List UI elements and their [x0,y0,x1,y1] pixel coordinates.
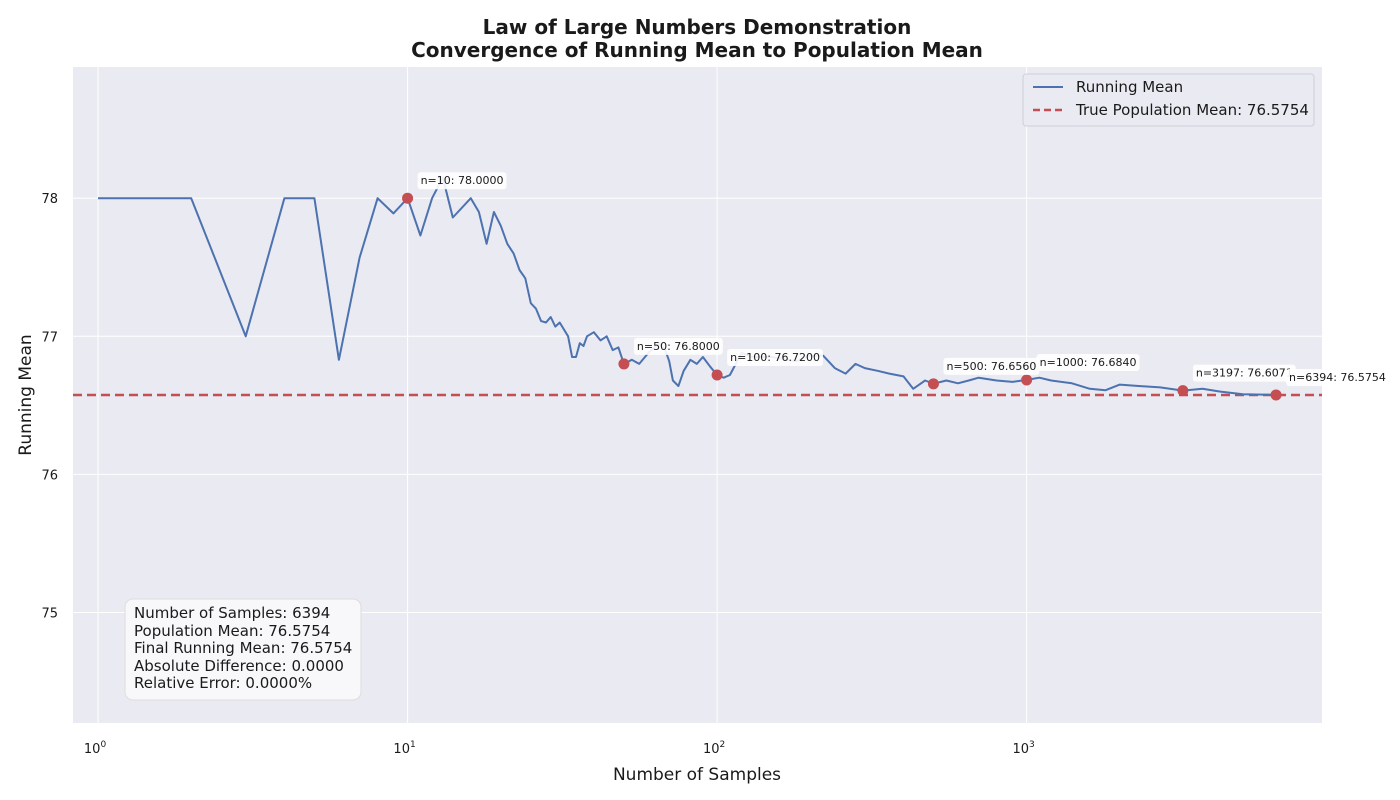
x-tick-label: 103 [1012,740,1034,757]
annotation-label-group: n=3197: 76.6071 [1192,364,1296,382]
annotation-label-bg [1036,353,1140,371]
stats-line: Absolute Difference: 0.0000 [134,657,344,675]
y-tick-label: 77 [41,330,58,345]
stats-line: Final Running Mean: 76.5754 [134,639,352,657]
y-axis-label: Running Mean [16,334,36,455]
annotation-label: n=6394: 76.5754 [1289,371,1386,384]
annotation-marker [1021,374,1033,386]
annotation-marker [618,358,630,370]
x-axis-ticks: 100 101 102 103 [84,740,1035,757]
annotation-label-bg [417,172,507,190]
y-tick-label: 75 [41,607,58,622]
x-tick-label: 102 [703,740,725,757]
annotation-label: n=10: 78.0000 [421,174,504,187]
stats-box-background [124,598,362,701]
stats-box: Number of Samples: 6394 Population Mean:… [124,598,362,701]
annotation-marker [711,369,723,381]
annotation-marker [1270,389,1282,401]
annotation-marker [927,378,939,390]
annotation-label-group: n=1000: 76.6840 [1036,353,1140,371]
annotation-label-group: n=50: 76.8000 [633,337,723,355]
annotation-label-group: n=100: 76.7200 [727,348,823,366]
annotation-group: n=10: 78.0000 n=50: 76.8000 n=100: 76.7200… [417,172,1389,386]
stats-line: Number of Samples: 6394 [134,604,330,622]
x-axis-label: Number of Samples [613,765,781,785]
chart-title-line-1: Law of Large Numbers Demonstration [483,15,912,39]
annotation-label: n=1000: 76.6840 [1040,356,1137,369]
annotation-label-bg [943,357,1040,375]
series-group [98,176,1277,396]
stats-line: Relative Error: 0.0000% [134,674,312,692]
annotation-label: n=500: 76.6560 [946,360,1036,373]
legend: Running Mean True Population Mean: 76.57… [1022,73,1315,127]
annotation-label-bg [727,348,823,366]
legend-box [1022,73,1315,127]
annotation-marker [1177,385,1189,397]
annotation-label-group: n=6394: 76.5754 [1286,368,1389,386]
annotation-label-group: n=10: 78.0000 [417,172,507,190]
annotation-label: n=3197: 76.6071 [1196,367,1293,380]
x-tick-label: 101 [393,740,415,757]
y-tick-label: 76 [41,468,58,483]
annotation-label-bg [1192,364,1296,382]
marker-group [402,192,1282,401]
annotation-label-group: n=500: 76.6560 [943,357,1040,375]
x-tick-label: 100 [84,740,107,757]
stats-line: Population Mean: 76.5754 [134,622,330,640]
annotation-label: n=100: 76.7200 [730,351,820,364]
running-mean-line [98,176,1277,396]
legend-label-population-mean: True Population Mean: 76.5754 [1075,101,1309,119]
legend-label-running-mean: Running Mean [1076,78,1183,96]
annotation-marker [402,192,414,204]
annotation-label: n=50: 76.8000 [637,340,720,353]
chart-title-line-2: Convergence of Running Mean to Populatio… [411,38,983,62]
annotation-label-bg [633,337,723,355]
annotation-label-bg [1286,368,1389,386]
y-axis-ticks: 75 76 77 78 [41,192,58,621]
y-tick-label: 78 [41,192,58,207]
